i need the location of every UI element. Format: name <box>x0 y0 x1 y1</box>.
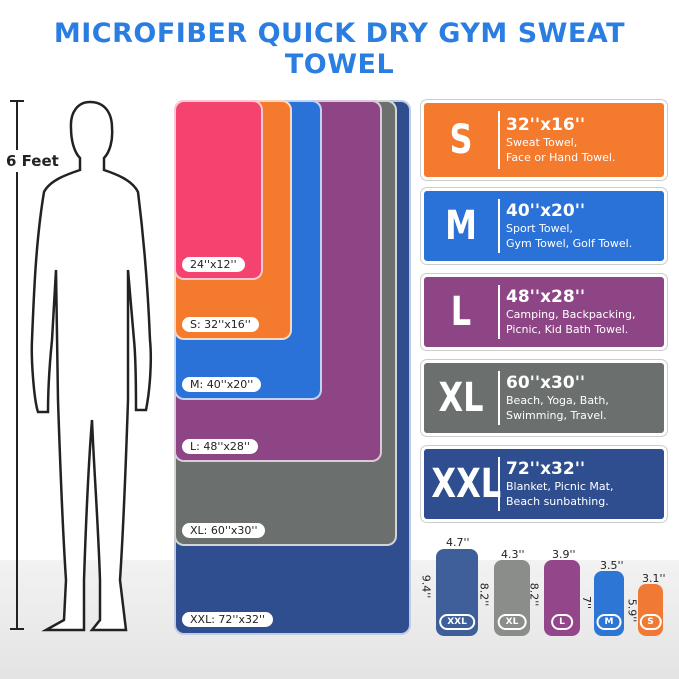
towel-label: L: 48''x28'' <box>182 439 258 454</box>
size-card-s: S 32''x16'' Sweat Towel, Face or Hand Towel… <box>421 100 667 180</box>
size-card-m: M 40''x20'' Sport Towel, Gym Towel, Golf To… <box>421 188 667 264</box>
roll-m: M <box>594 571 624 636</box>
roll-height: 9.4'' <box>419 574 433 599</box>
roll-height: 7'' <box>580 595 594 610</box>
towel-label: XXL: 72''x32'' <box>182 612 274 627</box>
size-use: Beach, Yoga, Bath, <box>506 394 609 407</box>
size-letter: XXL <box>431 461 502 507</box>
page-title: MICROFIBER QUICK DRY GYM SWEAT TOWEL <box>53 18 626 80</box>
size-letter: L <box>450 289 472 335</box>
towel-label: 24''x12'' <box>182 257 245 272</box>
roll-width: 3.9'' <box>552 548 576 561</box>
height-cap-bottom <box>10 628 24 630</box>
size-use: Sport Towel, <box>506 222 573 235</box>
height-cap-top <box>10 100 24 102</box>
roll-s: S <box>638 584 663 636</box>
roll-height: 8.2'' <box>477 582 491 607</box>
size-use: Gym Towel, Golf Towel. <box>506 237 633 250</box>
roll-badge: L <box>551 614 573 630</box>
roll-badge: XL <box>497 614 527 630</box>
towel-label: XL: 60''x30'' <box>182 523 266 538</box>
size-card-xl: XL 60''x30'' Beach, Yoga, Bath, Swimming, T… <box>421 360 667 436</box>
roll-width: 3.5'' <box>600 559 624 572</box>
size-dim: 60''x30'' <box>506 373 586 393</box>
size-dim: 32''x16'' <box>506 115 586 135</box>
roll-width: 4.3'' <box>501 548 525 561</box>
size-use: Face or Hand Towel. <box>506 151 616 164</box>
roll-width: 4.7'' <box>446 536 470 549</box>
size-use: Beach sunbathing. <box>506 495 609 508</box>
size-use: Picnic, Kid Bath Towel. <box>506 323 629 336</box>
size-card-xxl: XXL 72''x32'' Blanket, Picnic Mat, Beach su… <box>421 446 667 522</box>
size-dim: 48''x28'' <box>506 287 586 307</box>
size-card-l: L 48''x28'' Camping, Backpacking, Picnic, K… <box>421 274 667 350</box>
size-dim: 40''x20'' <box>506 201 586 221</box>
roll-badge: XXL <box>439 614 475 630</box>
height-line <box>16 100 18 630</box>
height-label: 6 Feet <box>6 150 59 172</box>
roll-badge: S <box>639 614 662 630</box>
towel-small: 24''x12'' <box>174 100 263 280</box>
roll-badge: M <box>596 614 622 630</box>
roll-height: 5.9'' <box>625 598 639 623</box>
roll-xxl: XXL <box>436 549 478 636</box>
towel-label: M: 40''x20'' <box>182 377 262 392</box>
size-letter: XL <box>438 375 484 421</box>
size-use: Camping, Backpacking, <box>506 308 636 321</box>
roll-xl: XL <box>494 560 530 636</box>
size-use: Blanket, Picnic Mat, <box>506 480 614 493</box>
size-letter: S <box>449 117 473 163</box>
size-use: Sweat Towel, <box>506 136 578 149</box>
size-use: Swimming, Travel. <box>506 409 607 422</box>
person-silhouette-icon <box>30 100 153 632</box>
roll-height: 8.2'' <box>527 582 541 607</box>
size-dim: 72''x32'' <box>506 459 586 479</box>
towel-label: S: 32''x16'' <box>182 317 259 332</box>
roll-width: 3.1'' <box>642 572 666 585</box>
roll-l: L <box>544 560 580 636</box>
size-letter: M <box>445 203 477 249</box>
